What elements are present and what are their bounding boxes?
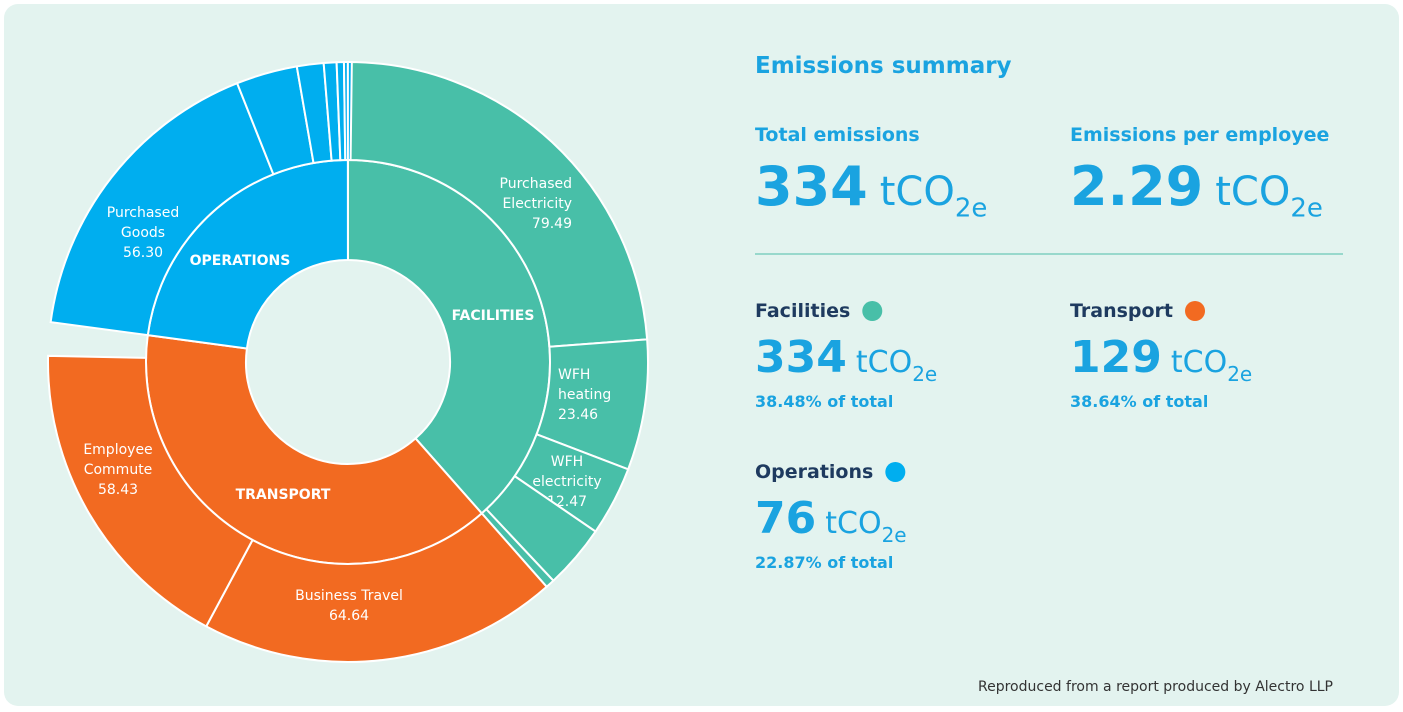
value-unit: tCO (825, 506, 881, 541)
segment-name-line: Purchased (500, 176, 572, 192)
value-number: 76 (755, 493, 816, 544)
segment-label: WFH heating 23.46 (558, 367, 611, 423)
metric-label: Emissions per employee (1070, 124, 1329, 146)
sunburst: FACILITIES Purchased Electricity 79.49 WFH he… (47, 60, 649, 663)
legend-dot (885, 462, 906, 482)
segment-value: 56.30 (123, 245, 163, 261)
value-number: 129 (1070, 332, 1162, 383)
segment-value: 79.49 (532, 216, 572, 232)
value-unit: tCO (1215, 169, 1290, 215)
segment-name: Business Travel (295, 588, 403, 604)
segment-label: Employee Commute 58.43 (83, 442, 152, 498)
value-unit-sub: 2e (1290, 194, 1323, 224)
value-unit: tCO (1171, 345, 1227, 380)
segment-name: Employee Commute (83, 442, 152, 478)
value: 334 tCO2e (755, 155, 987, 224)
metric-label: Total emissions (755, 124, 920, 146)
segment-label: Business Travel 64.64 (295, 588, 403, 624)
value-number: 2.29 (1070, 155, 1203, 218)
segment-name: WFH heating (558, 367, 611, 403)
value-unit-sub: 2e (1227, 362, 1252, 386)
segment-value: 64.64 (329, 608, 369, 624)
value: 129 tCO2e (1070, 332, 1252, 386)
segment-value: 58.43 (98, 482, 138, 498)
outer-segment (204, 511, 549, 663)
segment-name-line: heating (558, 387, 611, 403)
value: 2.29 tCO2e (1070, 155, 1323, 224)
value-unit-sub: 2e (912, 362, 937, 386)
category-name: Facilities (755, 300, 850, 322)
legend-dot (862, 301, 883, 321)
value-unit: tCO (856, 345, 912, 380)
value: 76 tCO2e (755, 493, 907, 547)
value-unit: tCO (880, 169, 955, 215)
inner-label: OPERATIONS (190, 253, 291, 269)
share-label: 38.48% of total (755, 392, 893, 411)
segment-name-line: Purchased (107, 205, 179, 221)
legend-dot (1185, 301, 1206, 321)
category-name: Transport (1070, 300, 1173, 322)
value-number: 334 (755, 155, 868, 218)
segment-name-line: Commute (84, 462, 153, 478)
summary-title: Emissions summary (755, 53, 1012, 79)
segment-name-line: WFH (551, 454, 583, 470)
category-name: Operations (755, 461, 873, 483)
segment-name-line: WFH (558, 367, 590, 383)
outer-segment (47, 354, 254, 628)
outer-segment (346, 60, 353, 162)
segment-name: WFH electricity (532, 454, 601, 490)
segment-name-line: Goods (121, 225, 165, 241)
outer-segment (347, 60, 649, 348)
inner-label: TRANSPORT (236, 487, 331, 503)
segment-value: 23.46 (558, 407, 598, 423)
segment-label: Purchased Electricity 79.49 (500, 176, 572, 232)
segment-name: Purchased Electricity (500, 176, 572, 212)
inner-label: FACILITIES (452, 308, 535, 324)
value-unit-sub: 2e (955, 194, 988, 224)
share-label: 38.64% of total (1070, 392, 1208, 411)
segment-name-line: Employee (83, 442, 152, 458)
segment-name-line: electricity (532, 474, 601, 490)
segment-label: WFH electricity 12.47 (532, 454, 601, 510)
segment-name: Purchased Goods (107, 205, 179, 241)
segment-name-line: Electricity (502, 196, 572, 212)
segment-label: Purchased Goods 56.30 (107, 205, 179, 261)
share-label: 22.87% of total (755, 553, 893, 572)
value: 334 tCO2e (755, 332, 937, 386)
value-unit-sub: 2e (882, 523, 907, 547)
value-number: 334 (755, 332, 847, 383)
footnote: Reproduced from a report produced by Ale… (978, 679, 1333, 695)
